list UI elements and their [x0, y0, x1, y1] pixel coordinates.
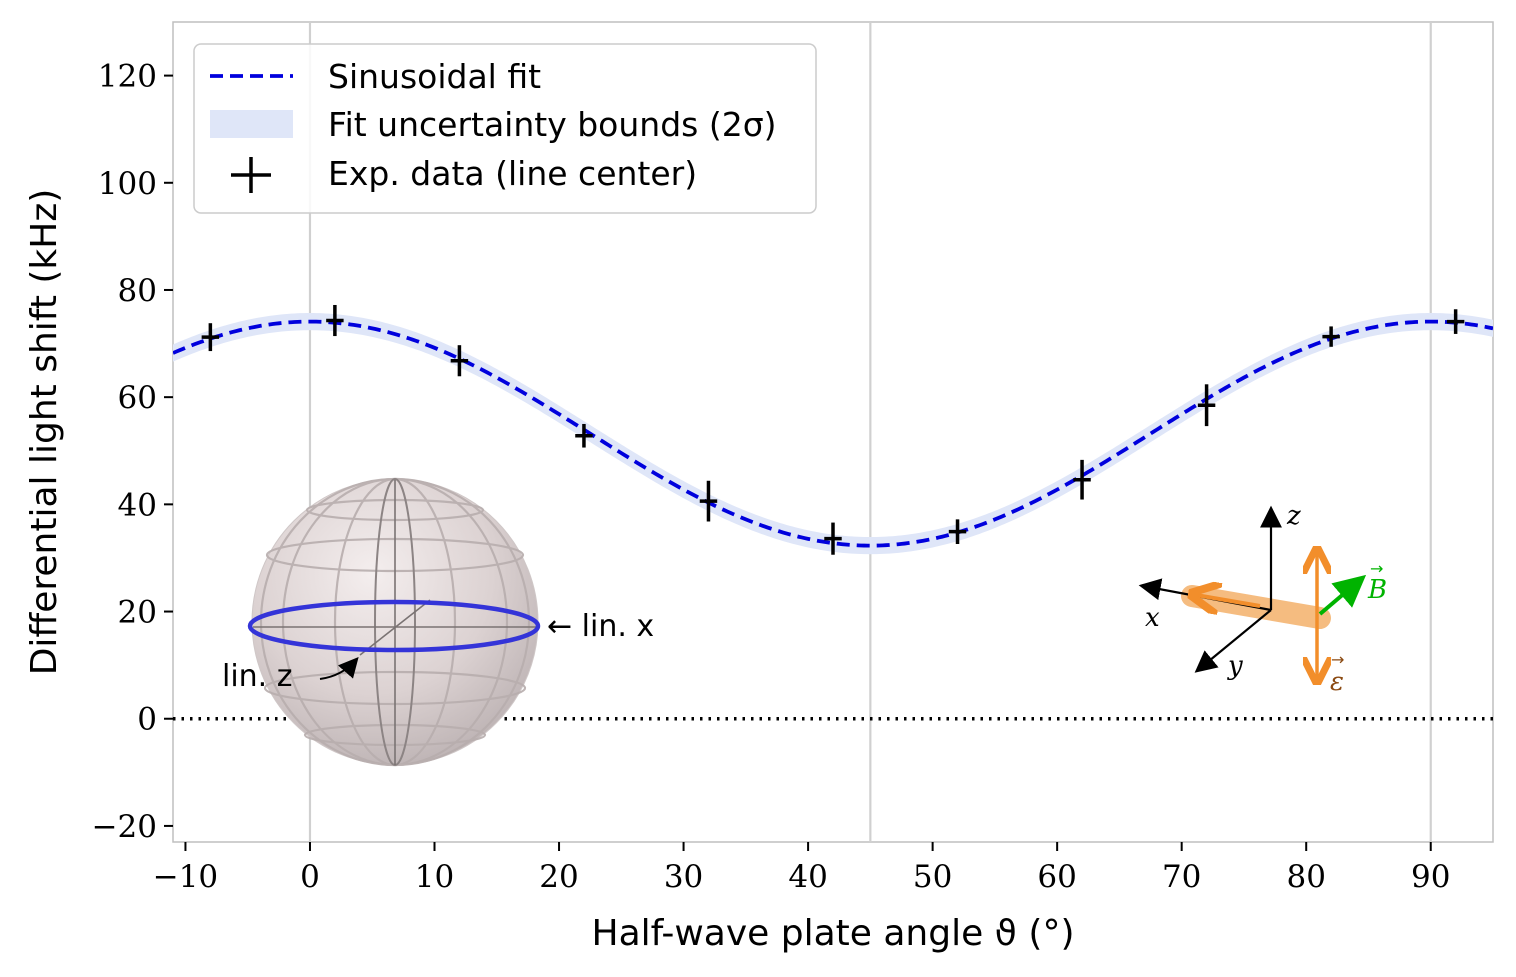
equator-linear-polarization — [247, 599, 541, 653]
x-axis-title: Half-wave plate angle ϑ (°) — [592, 913, 1075, 954]
y-tick-label: −20 — [92, 809, 157, 845]
data-point — [575, 423, 593, 448]
y-tick-label: 100 — [98, 166, 157, 202]
data-point — [201, 323, 220, 352]
x-tick-label: −10 — [153, 859, 218, 895]
x-tick-label: 40 — [788, 859, 827, 895]
legend-band-label: Fit uncertainty bounds (2σ) — [328, 105, 776, 144]
x-tick-label: 10 — [415, 859, 454, 895]
data-point — [948, 519, 967, 545]
y-axis-arrow — [1194, 609, 1272, 673]
annotation-lin-z-arrow — [319, 656, 359, 680]
legend-data-label: Exp. data (line center) — [328, 154, 697, 193]
y-tick-label: 0 — [137, 702, 157, 738]
legend-data-swatch — [231, 157, 271, 193]
annotation-lin-z: lin. z — [222, 659, 293, 694]
x-tick-label: 30 — [664, 859, 703, 895]
y-tick-label: 40 — [118, 487, 157, 523]
data-point — [699, 480, 718, 522]
geometry-inset: z x y B → ε → — [1138, 501, 1387, 697]
inset-e-label: ε — [1330, 667, 1344, 697]
x-axis-ticks: −10 0 10 20 30 40 50 60 70 80 90 — [153, 842, 1450, 895]
inset-y-label: y — [1227, 651, 1243, 681]
inset-z-label: z — [1286, 501, 1301, 531]
inset-b-label: B — [1367, 575, 1387, 605]
annotation-lin-x: ← lin. x — [547, 609, 654, 644]
k-vector-arrow — [1196, 595, 1261, 606]
x-tick-label: 50 — [913, 859, 952, 895]
data-points — [201, 304, 1465, 555]
y-tick-label: 80 — [118, 273, 157, 309]
data-point — [1322, 326, 1340, 347]
legend: Sinusoidal fit Fit uncertainty bounds (2… — [193, 43, 817, 214]
data-point — [824, 522, 842, 555]
legend-band-swatch — [210, 110, 293, 138]
inset-e-arrowhead: → — [1331, 650, 1344, 669]
inset-b-arrowhead: → — [1370, 559, 1383, 578]
data-point — [326, 304, 344, 337]
x-tick-label: 60 — [1037, 859, 1076, 895]
data-point — [1197, 384, 1216, 427]
x-tick-label: 0 — [300, 859, 320, 895]
y-axis-ticks: −20 0 20 40 60 80 100 120 — [92, 59, 173, 845]
x-tick-label: 90 — [1411, 859, 1450, 895]
x-tick-label: 20 — [539, 859, 578, 895]
data-point — [1073, 459, 1091, 500]
y-tick-label: 60 — [118, 380, 157, 416]
sinusoidal-fit-line — [173, 319, 1493, 548]
x-tick-label: 80 — [1286, 859, 1325, 895]
y-tick-label: 120 — [98, 59, 157, 95]
x-tick-label: 70 — [1162, 859, 1201, 895]
data-point — [450, 345, 469, 377]
inset-x-label: x — [1145, 603, 1160, 633]
fit-uncertainty-band — [173, 313, 1493, 555]
y-tick-label: 20 — [118, 595, 157, 631]
legend-fit-label: Sinusoidal fit — [328, 57, 541, 96]
y-axis-title: Differential light shift (kHz) — [24, 189, 65, 676]
poincare-sphere — [247, 477, 541, 767]
b-field-arrow — [1318, 574, 1367, 616]
data-point — [1446, 309, 1465, 334]
